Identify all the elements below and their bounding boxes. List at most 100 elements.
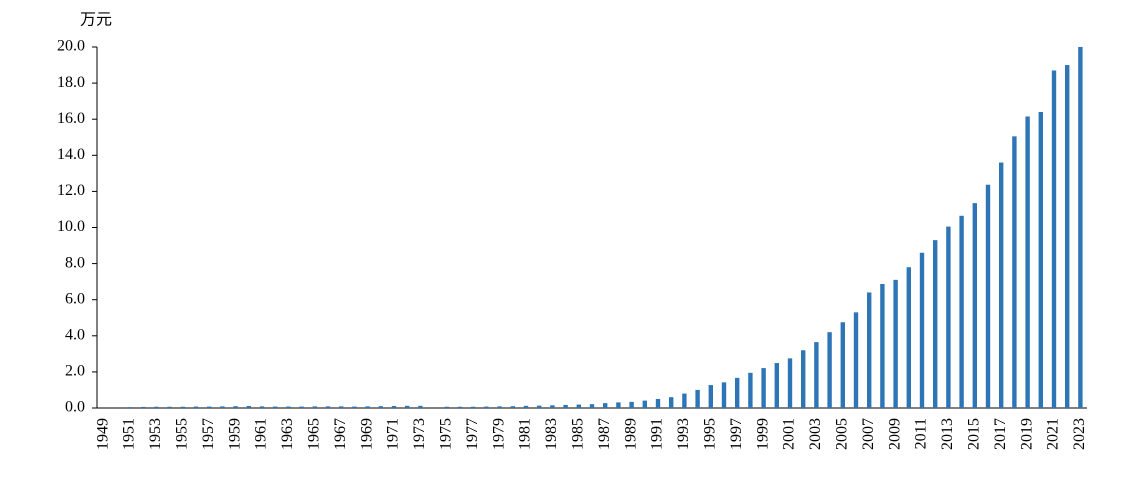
x-tick-label: 1995: [701, 418, 718, 450]
bar: [589, 404, 595, 408]
bar: [457, 406, 463, 408]
bar: [655, 398, 661, 408]
x-tick-label: 1951: [121, 418, 138, 450]
bar: [286, 406, 291, 408]
bar: [510, 406, 515, 408]
x-tick-label: 1991: [649, 418, 666, 450]
y-tick-label: 6.0: [65, 290, 85, 307]
bar: [972, 203, 977, 408]
bar: [748, 372, 753, 408]
bar: [682, 393, 687, 408]
x-tick-label: 1957: [200, 418, 217, 450]
bar: [959, 215, 964, 408]
bar: [193, 406, 199, 408]
bar: [721, 382, 727, 408]
x-tick-label: 1977: [464, 418, 481, 450]
y-tick-label: 10.0: [57, 218, 85, 235]
bar: [497, 406, 502, 408]
bar: [220, 406, 225, 408]
y-tick-label: 16.0: [57, 110, 85, 127]
x-tick-label: 1993: [675, 418, 692, 450]
bar: [180, 406, 185, 408]
bar: [154, 406, 159, 408]
bar: [1051, 70, 1057, 408]
bar: [563, 404, 568, 408]
bar: [444, 406, 449, 408]
bar: [339, 406, 344, 408]
bar: [853, 312, 859, 408]
x-tick-label: 1971: [385, 418, 402, 450]
bar: [259, 406, 265, 408]
x-tick-label: 2003: [807, 418, 824, 450]
y-tick-label: 4.0: [65, 326, 85, 343]
bar: [616, 402, 621, 408]
x-tick-label: 2005: [833, 418, 850, 450]
bar: [325, 406, 331, 408]
y-axis-label: 万元: [80, 12, 112, 29]
bar: [985, 184, 991, 408]
x-tick-label: 1955: [173, 418, 190, 450]
x-tick-label: 1985: [569, 418, 586, 450]
bar: [801, 350, 806, 408]
bar: [141, 406, 146, 408]
bar: [840, 322, 845, 408]
bar: [550, 405, 555, 408]
bar: [933, 240, 938, 408]
bar: [207, 406, 212, 408]
bar: [1038, 111, 1043, 408]
x-tick-label: 1983: [543, 418, 560, 450]
y-tick-label: 2.0: [65, 363, 85, 380]
x-tick-label: 1961: [253, 418, 270, 450]
x-tick-label: 1999: [754, 418, 771, 450]
y-tick-label: 20.0: [57, 38, 85, 55]
bar: [669, 397, 674, 408]
bar: [378, 406, 383, 408]
bar: [418, 405, 423, 408]
bar: [233, 406, 238, 408]
bar: [523, 405, 529, 408]
bar: [273, 406, 278, 408]
bar: [312, 406, 317, 408]
bar: [391, 406, 397, 408]
bar: [919, 252, 925, 408]
x-tick-label: 1959: [226, 418, 243, 450]
x-tick-label: 1965: [305, 418, 322, 450]
x-tick-label: 1949: [94, 418, 111, 450]
x-tick-label: 1987: [596, 418, 613, 450]
x-tick-label: 2015: [965, 418, 982, 450]
x-tick-label: 1963: [279, 418, 296, 450]
x-tick-label: 2007: [860, 418, 877, 450]
bar: [405, 405, 410, 408]
x-tick-label: 1997: [728, 418, 745, 450]
bar: [642, 400, 647, 408]
bar: [1078, 47, 1083, 408]
x-tick-label: 1953: [147, 418, 164, 450]
y-tick-label: 0.0: [65, 399, 85, 416]
x-tick-label: 2023: [1071, 418, 1088, 450]
bar: [1065, 65, 1070, 409]
y-tick-label: 18.0: [57, 74, 85, 91]
bar: [352, 406, 357, 408]
x-tick-label: 2017: [992, 418, 1009, 450]
bar: [471, 406, 476, 408]
x-tick-label: 2013: [939, 418, 956, 450]
bar: [1025, 116, 1030, 409]
x-tick-label: 1979: [490, 418, 507, 450]
bar: [735, 377, 740, 408]
bar: [695, 389, 700, 408]
bar: [999, 162, 1004, 408]
x-tick-label: 2009: [886, 418, 903, 450]
bar: [893, 279, 898, 408]
bar: [867, 292, 872, 408]
bar: [906, 267, 911, 408]
x-tick-label: 1975: [437, 418, 454, 450]
y-tick-label: 12.0: [57, 182, 85, 199]
bar: [1012, 136, 1017, 408]
bar: [774, 363, 779, 408]
bar: [484, 406, 489, 408]
bar: [365, 406, 370, 408]
bar: [880, 283, 885, 408]
bar: [127, 407, 133, 408]
bar: [537, 405, 542, 408]
